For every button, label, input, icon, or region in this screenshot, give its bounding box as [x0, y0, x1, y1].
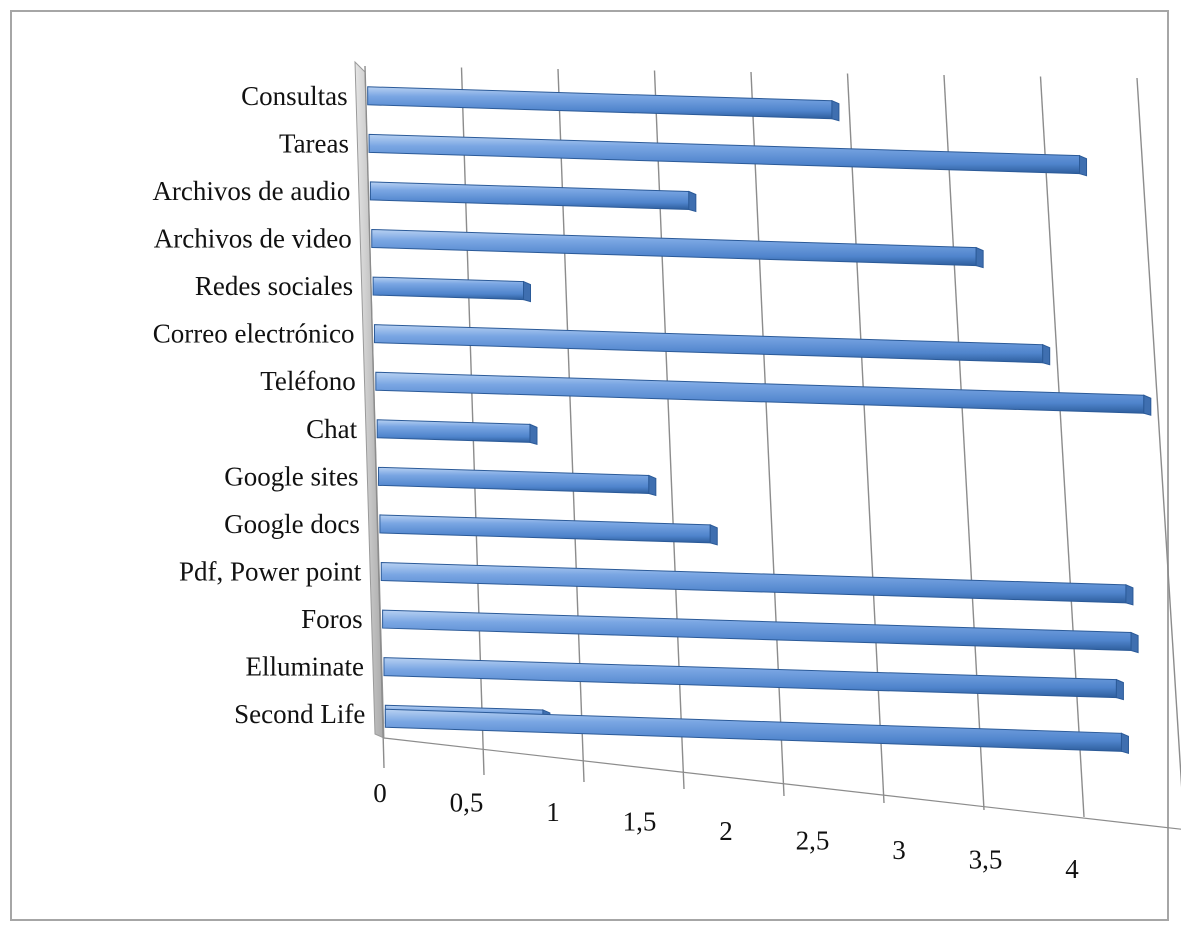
bar-end-cap — [1125, 584, 1134, 606]
bar-chat — [376, 419, 538, 446]
bars — [367, 86, 1152, 754]
category-label-correo-electronico: Correo electrónico — [153, 319, 355, 349]
tick-label-1: 1 — [546, 797, 560, 827]
side-wall-panel — [354, 60, 385, 739]
bar-face — [382, 609, 1132, 652]
tick-label-3-5: 3,5 — [969, 845, 1003, 875]
bar-face — [368, 133, 1081, 175]
bar-google-docs — [379, 514, 718, 546]
bar-correo-electronico — [373, 324, 1051, 366]
bar-second-life-series-2 — [384, 708, 1129, 754]
bar-face — [376, 419, 531, 443]
bar-pdf-power-point — [380, 561, 1134, 606]
category-label-google-docs: Google docs — [224, 509, 360, 539]
bar-google-sites — [378, 466, 657, 497]
bar-end-cap — [529, 423, 538, 446]
bar-face — [378, 466, 650, 494]
category-label-elluminate: Elluminate — [245, 652, 363, 682]
bar-face — [380, 561, 1127, 604]
bar-face — [371, 228, 977, 267]
category-label-consultas: Consultas — [241, 81, 348, 111]
bar-end-cap — [831, 99, 840, 122]
category-label-redes-sociales: Redes sociales — [195, 271, 353, 301]
bar-end-cap — [1079, 154, 1088, 177]
gridline — [1039, 76, 1085, 818]
category-label-google-sites: Google sites — [224, 461, 358, 491]
tick-label-0-5: 0,5 — [450, 788, 484, 818]
bar-face — [379, 514, 711, 544]
tick-label-2-5: 2,5 — [796, 826, 830, 856]
bar-face — [367, 86, 833, 120]
bar-tareas — [368, 133, 1088, 177]
gridline — [846, 73, 885, 804]
category-label-pdf-power-point: Pdf, Power point — [179, 557, 362, 587]
bar-end-cap — [1120, 732, 1129, 754]
tick-label-2: 2 — [719, 816, 733, 846]
bar-end-cap — [1130, 631, 1139, 654]
bar-end-cap — [1143, 394, 1152, 416]
bar-elluminate — [383, 657, 1124, 701]
bar-end-cap — [688, 190, 697, 213]
tick-label-4: 4 — [1065, 854, 1079, 884]
tick-label-1-5: 1,5 — [623, 807, 657, 837]
bar-foros — [382, 609, 1139, 654]
tick-labels: 0 0,5 1 1,5 2 2,5 3 3,5 4 — [373, 778, 1079, 884]
tick-label-0: 0 — [373, 778, 387, 808]
bar-face — [384, 708, 1122, 752]
tick-label-3: 3 — [892, 835, 906, 865]
category-label-archivos-de-video: Archivos de video — [154, 224, 352, 254]
category-label-telefono: Teléfono — [260, 366, 356, 396]
bar-end-cap — [1115, 678, 1124, 701]
bar-end-cap — [975, 246, 984, 269]
bar-face — [383, 657, 1117, 699]
bar-archivos-de-audio — [369, 181, 697, 213]
bar-face — [372, 276, 525, 301]
bar-face — [375, 371, 1145, 414]
category-labels: Consultas Tareas Archivos de audio Archivos… — [152, 81, 365, 729]
category-label-archivos-de-audio: Archivos de audio — [152, 176, 350, 206]
bar-face — [373, 324, 1044, 364]
category-label-second-life: Second Life — [234, 699, 365, 729]
gridline — [364, 65, 385, 769]
side-wall — [354, 60, 385, 739]
category-label-tareas: Tareas — [279, 128, 349, 158]
bar-face — [369, 181, 690, 210]
bar-consultas — [367, 86, 840, 122]
bar-telefono — [375, 371, 1152, 416]
category-label-foros: Foros — [301, 604, 363, 634]
bar-end-cap — [1042, 343, 1051, 366]
gridline — [1136, 77, 1181, 788]
bar-redes-sociales — [372, 276, 532, 303]
category-label-chat: Chat — [306, 414, 357, 444]
gridline — [943, 74, 985, 811]
floor-edge — [383, 737, 1181, 830]
bar-end-cap — [648, 474, 657, 497]
bar-end-cap — [709, 524, 718, 546]
bar-end-cap — [523, 280, 532, 303]
bar-archivos-de-video — [371, 228, 984, 269]
